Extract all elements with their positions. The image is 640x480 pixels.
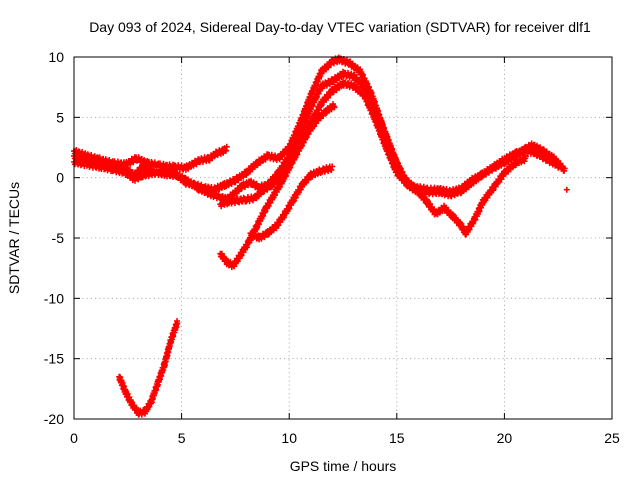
- chart-title: Day 093 of 2024, Sidereal Day-to-day VTE…: [89, 19, 591, 35]
- x-tick-label: 0: [70, 430, 78, 446]
- series-outlier: [563, 186, 570, 193]
- x-axis-title: GPS time / hours: [290, 458, 397, 474]
- x-tick-label: 20: [497, 430, 513, 446]
- x-tick-label: 5: [178, 430, 186, 446]
- x-tick-labels: 0 5 10 15 20 25: [70, 430, 620, 446]
- y-tick-label: -20: [44, 411, 64, 427]
- series-arc-5: [217, 101, 338, 271]
- data-point-markers: [116, 318, 181, 418]
- y-tick-label: 5: [56, 109, 64, 125]
- data-point-markers: [217, 78, 529, 238]
- x-tick-label: 10: [281, 430, 297, 446]
- series-arc-6: [247, 163, 336, 243]
- y-tick-label: -15: [44, 351, 64, 367]
- x-tick-label: 15: [389, 430, 405, 446]
- y-tick-label: 10: [48, 49, 64, 65]
- axis-ticks: [73, 56, 613, 420]
- y-axis-title: SDTVAR / TECUs: [6, 182, 22, 294]
- series-arc-4: [217, 78, 529, 238]
- y-tick-label: -10: [44, 290, 64, 306]
- data-markers: [71, 54, 570, 418]
- data-point-markers: [563, 186, 570, 193]
- x-tick-label: 25: [604, 430, 620, 446]
- y-tick-labels: -20 -15 -10 -5 0 5 10: [44, 49, 64, 427]
- y-tick-label: -5: [52, 230, 65, 246]
- series-arc-3: [71, 68, 562, 205]
- y-tick-label: 0: [56, 170, 64, 186]
- data-point-markers: [247, 163, 336, 243]
- data-point-markers: [71, 68, 562, 205]
- data-point-markers: [217, 101, 338, 271]
- grid-lines: [74, 57, 612, 419]
- series-arc-7: [116, 318, 181, 418]
